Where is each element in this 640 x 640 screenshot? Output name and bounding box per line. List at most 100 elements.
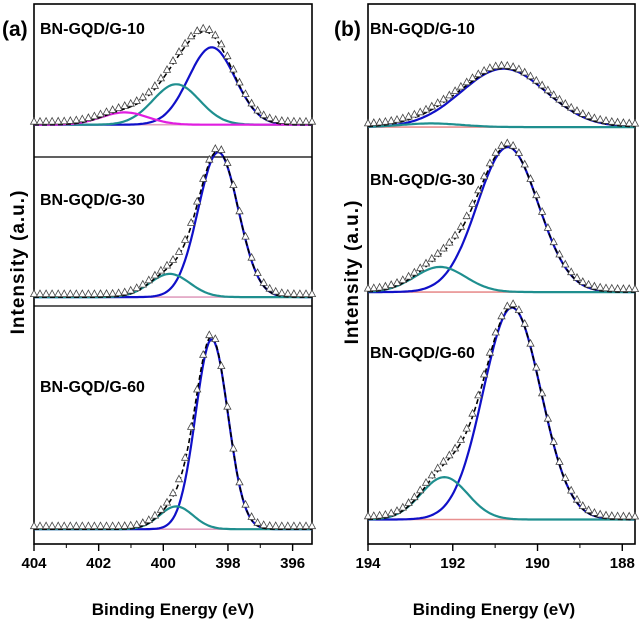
panel-a-series-1-data-point [186, 31, 196, 40]
panel-b-series-1-data-point [514, 64, 524, 73]
panel-a-series-3-data-point [84, 521, 93, 530]
panel-a-series-1-data-point [271, 115, 280, 123]
panel-b-series-3-data-point [497, 311, 506, 320]
panel-b-series-1-data-point [404, 111, 413, 120]
panel-b-series-3-data-point [485, 347, 495, 356]
panel-a-series-3-data-point [199, 349, 208, 358]
panel-a-series-3-data-point [174, 474, 184, 483]
panel-a-series-2-data-point [144, 275, 153, 284]
panel-b-series-1-data-point [613, 117, 622, 126]
panel-a-series-2-data-point [72, 289, 81, 298]
panel-b-series-2-data-point [468, 199, 477, 207]
panel-b-series-1-data-point [427, 101, 436, 110]
panel-b-series-2-data-point [433, 248, 442, 257]
panel-a-series-2-data-point [301, 289, 311, 298]
panel-a-series-2-data-point [54, 289, 63, 298]
panel-b-series-2-data-point [567, 267, 576, 276]
panel-b-series-1-component-2 [368, 122, 635, 129]
panel-b-series-2-data-point [497, 140, 506, 149]
panel-b-series-1-data-point [561, 99, 570, 107]
panel-a-series-2-data-point [295, 289, 305, 298]
panel-a-series-1-data-point [180, 38, 190, 47]
panel-a-series-1-data-point [259, 110, 268, 119]
panel-b-series-3-data-point [450, 443, 460, 452]
panel-a-series-3-data-point [283, 521, 292, 530]
panel-b-series-3-data-point [607, 511, 616, 519]
panel-a-series-2-data-point [66, 289, 75, 298]
panel-b-series-3-data-point [578, 501, 587, 509]
panel-b-x-tick-label-3: 188 [610, 555, 635, 572]
panel-a-series-3-data-point [301, 521, 311, 530]
panel-a-series-1-data-point [66, 116, 75, 124]
panel-a-series-2-data-point [193, 196, 202, 205]
panel-b-series-1-data-point [503, 60, 512, 69]
panel-b-series-1-data-point [532, 75, 541, 84]
panel-b-series-2-data-point [456, 221, 466, 230]
panel-b-series-2-data-point [462, 211, 471, 220]
panel-a-series-1-data-point [72, 115, 81, 124]
panel-a-series-2-data-point [35, 289, 45, 298]
panel-a-label-3: BN-GQD/G-60 [40, 379, 145, 396]
panel-b-plot-area [363, 60, 640, 521]
panel-a-series-1-data-point [126, 98, 135, 107]
panel-a-series-1-data-point [35, 116, 45, 125]
panel-a-series-3-data-point [114, 521, 123, 529]
panel-b-series-3-data-point [630, 511, 640, 520]
panel-b-series-2-data-point [526, 174, 535, 182]
panel-b-label-3: BN-GQD/G-60 [370, 345, 475, 362]
panel-a-series-2-data-point [102, 289, 111, 297]
panel-b-series-2-data-point [416, 263, 425, 272]
panel-b-series-2-component-2 [367, 265, 635, 294]
panel-b-series-3-data-point [561, 473, 570, 482]
panel-a-series-3-data-point [265, 521, 274, 529]
panel-a-series-2-data-point [132, 283, 141, 292]
panel-b-series-1-data-point [537, 80, 547, 89]
panel-b-series-1-data-point [468, 73, 477, 81]
panel-a-series-1-data-point [265, 113, 274, 122]
panel-b-series-3-data-point [508, 299, 518, 308]
panel-b-series-1-data-point [549, 90, 558, 98]
panel-b-series-2-component-1 [368, 145, 636, 294]
panel-a-series-3-data-point [211, 334, 220, 343]
panel-a-series-1-data-point [120, 101, 129, 109]
panel-b-series-2-data-point [381, 281, 390, 290]
panel-b-series-3-data-point [549, 437, 558, 445]
panel-b: (b) Intensity (a.u.) Binding Energy (eV)… [334, 3, 640, 619]
panel-b-series-1-data-point [491, 61, 500, 70]
panel-a-series-2-data-point [259, 278, 268, 286]
panel-a-series-2-data-point [307, 289, 317, 298]
panel-a-series-1-data-point [241, 89, 250, 97]
panel-a-series-1-data-point [193, 26, 202, 34]
panel-a-series-1-data-point [247, 98, 256, 107]
panel-b-series-3-data-point [427, 470, 436, 479]
panel-a-series-1-data-point [223, 51, 232, 60]
panel-b-series-2-data-point [450, 230, 460, 239]
panel-a-x-tick-label-0: 404 [21, 555, 47, 572]
panel-a-series-1-data-point [90, 111, 99, 120]
panel-a-series-1-data-point [277, 116, 286, 124]
panel-b-series-2-data-point [514, 148, 524, 156]
panel-b-series-1-data-point [433, 98, 442, 106]
panel-b-series-2-data-point [625, 284, 634, 292]
panel-a-series-3-data-point [78, 521, 87, 530]
panel-b-series-2-data-point [572, 273, 582, 281]
panel-a-series-2-data-point [41, 289, 51, 298]
panel-b-series-1-data-point [479, 65, 489, 74]
panel-b-series-1-data-point [601, 116, 611, 124]
panel-a-series-1-data-point [289, 116, 299, 125]
panel-b-series-3-data-point [537, 388, 547, 397]
panel-a-series-1-envelope [34, 30, 312, 126]
panel-a-series-3-data-point [277, 521, 286, 530]
panel-a-y-axis-label: Intensity (a.u.) [8, 190, 29, 335]
panel-b-series-2-data-point [439, 243, 448, 252]
panel-b-series-1-data-point [497, 60, 506, 69]
panel-b-series-1-data-point [619, 118, 628, 126]
panel-a-series-1-data-point [150, 81, 160, 89]
panel-a-series-2-data-point [108, 288, 117, 297]
panel-b-series-3-data-point [392, 506, 402, 514]
panel-b-series-3-data-point [479, 369, 489, 378]
panel-b-series-1-data-point [363, 118, 373, 127]
panel-a-series-2-data-point [114, 288, 123, 297]
panel-a-series-2-data-point [283, 288, 292, 297]
